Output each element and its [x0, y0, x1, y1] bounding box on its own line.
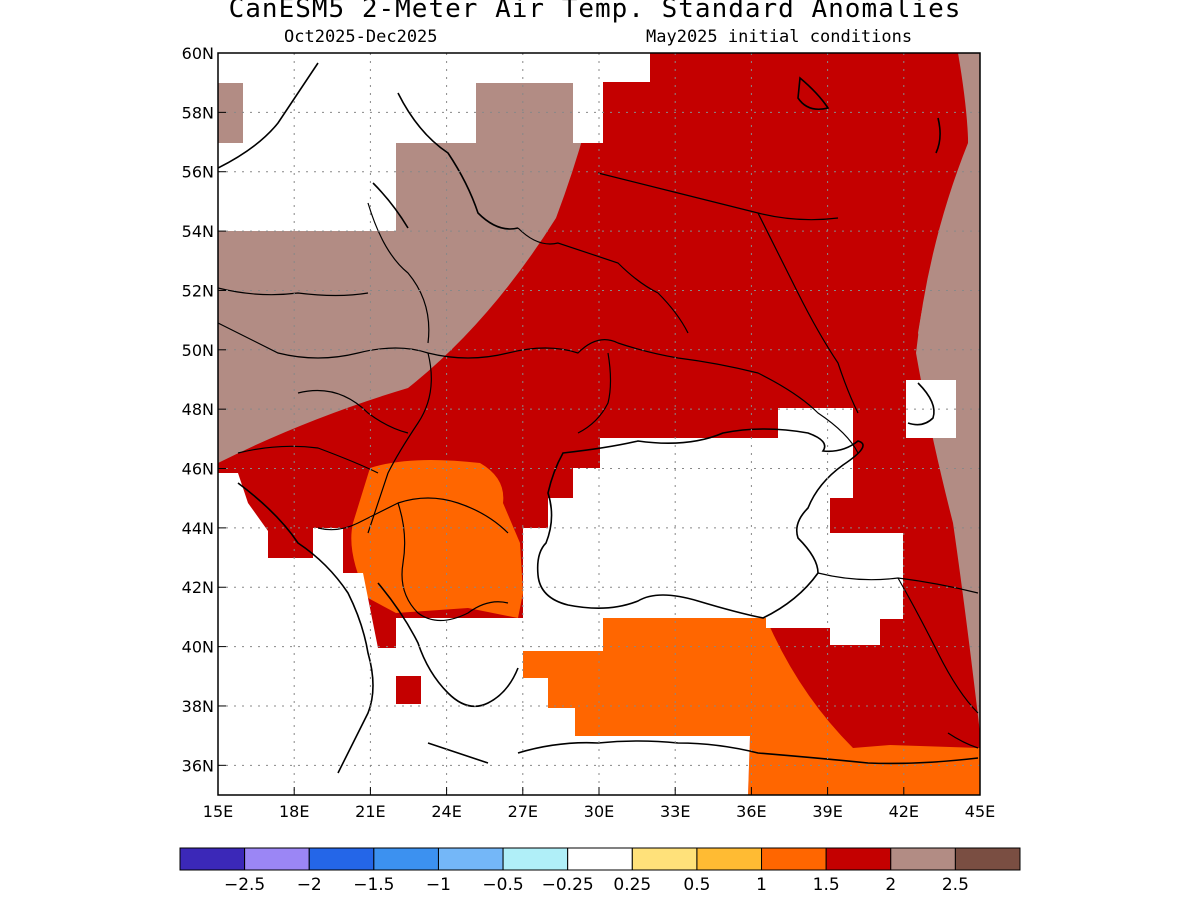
colorbar-swatch: [631, 847, 698, 871]
anomaly-region-orange-balkans: [351, 459, 523, 618]
lat-tick-label: 36N: [182, 756, 214, 775]
lon-tick-label: 30E: [584, 802, 614, 821]
colorbar-label: 0.25: [613, 875, 651, 895]
lon-tick-label: 15E: [203, 802, 233, 821]
colorbar-swatch: [696, 847, 763, 871]
initial-conditions: May2025 initial conditions: [646, 27, 913, 47]
lon-tick-label: 42E: [889, 802, 919, 821]
colorbar-swatch: [244, 847, 310, 871]
lat-tick-label: 56N: [182, 163, 214, 182]
lon-tick-label: 24E: [431, 802, 461, 821]
lon-tick-label: 33E: [660, 802, 690, 821]
colorbar-labels: −2.5 −2 −1.5 −1 −0.5 −0.25 0.25 0.5 1 1.5 2 2.5: [224, 875, 969, 895]
colorbar-label: −1: [426, 875, 451, 895]
anomaly-region-red-greece: [396, 676, 421, 704]
coastlines: [218, 62, 979, 774]
lat-tick-label: 38N: [182, 697, 214, 716]
colorbar-label: 2.5: [942, 875, 969, 895]
lat-tick-label: 60N: [182, 44, 214, 63]
lon-tick-label: 21E: [355, 802, 385, 821]
lon-tick-label: 27E: [508, 802, 538, 821]
colorbar-swatch: [308, 847, 375, 871]
lat-tick-label: 44N: [182, 519, 214, 538]
lon-tick-label: 18E: [279, 802, 309, 821]
lat-tick-label: 54N: [182, 222, 214, 241]
axis-labels: 15E 18E 21E 24E 27E 30E 33E 36E 39E 42E 45E 60N 58N 5…: [182, 44, 996, 821]
colorbar-label: 0.5: [683, 875, 710, 895]
lat-tick-label: 50N: [182, 341, 214, 360]
anomaly-region-orange-anatolia: [523, 618, 980, 795]
lon-tick-label: 45E: [965, 802, 995, 821]
lat-tick-label: 40N: [182, 638, 214, 657]
colorbar-label: −0.25: [542, 875, 594, 895]
colorbar-label: −0.5: [482, 875, 523, 895]
colorbar-label: −2.5: [224, 875, 265, 895]
colorbar-swatch: [761, 847, 827, 871]
colorbar-swatch: [954, 847, 1021, 871]
anomaly-map: 15E 18E 21E 24E 27E 30E 33E 36E 39E 42E 45E 60N 58N 5…: [182, 44, 996, 821]
colorbar-swatch: [825, 847, 892, 871]
colorbar-label: −1.5: [353, 875, 394, 895]
map-title: CanESM5 2-Meter Air Temp. Standard Anoma…: [228, 0, 962, 24]
country-borders: [218, 172, 979, 749]
lat-tick-label: 46N: [182, 460, 214, 479]
forecast-period: Oct2025-Dec2025: [284, 27, 438, 47]
colorbar-swatch: [373, 847, 439, 871]
colorbar-swatch: [179, 847, 246, 871]
colorbar-swatches: [179, 847, 1021, 871]
lat-tick-label: 42N: [182, 578, 214, 597]
lon-tick-label: 36E: [736, 802, 766, 821]
colorbar-swatch: [890, 847, 956, 871]
lat-tick-label: 58N: [182, 103, 214, 122]
lat-tick-label: 52N: [182, 281, 214, 300]
anomaly-map-canvas: 15E 18E 21E 24E 27E 30E 33E 36E 39E 42E 45E 60N 58N 5…: [182, 44, 996, 821]
colorbar-swatch: [567, 847, 633, 871]
colorbar-label: 1: [756, 875, 767, 895]
colorbar-label: −2: [297, 875, 322, 895]
lon-tick-label: 39E: [812, 802, 842, 821]
colorbar-swatch: [437, 847, 504, 871]
colorbar-swatch: [502, 847, 569, 871]
colorbar-label: 1.5: [813, 875, 840, 895]
colorbar-label: 2: [885, 875, 896, 895]
lat-tick-label: 48N: [182, 400, 214, 419]
